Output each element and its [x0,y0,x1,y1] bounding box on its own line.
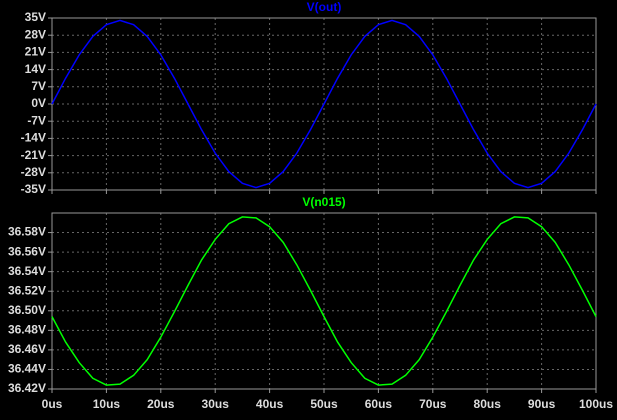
y-tick-label: 7V [31,79,46,93]
y-tick-label: -14V [21,131,46,145]
y-tick-label: 36.46V [8,342,46,356]
y-tick-label: 36.56V [8,244,46,258]
y-tick-label: 36.50V [8,303,46,317]
y-tick-label: 36.52V [8,283,46,297]
x-tick-label: 60us [365,397,393,411]
x-tick-label: 50us [310,397,338,411]
x-tick-label: 30us [202,397,230,411]
y-tick-label: 36.48V [8,323,46,337]
x-tick-label: 20us [147,397,175,411]
series-line [51,216,597,386]
y-tick-label: 28V [25,27,46,41]
y-tick-label: -35V [21,182,46,196]
y-tick-label: -21V [21,148,46,162]
x-tick-label: 0us [42,397,63,411]
x-tick-label: 80us [474,397,502,411]
y-tick-label: 36.42V [8,381,46,395]
x-tick-label: 40us [256,397,284,411]
series-line [51,19,597,189]
y-tick-label: 36.44V [8,362,46,376]
y-tick-label: 21V [25,45,46,59]
y-tick-label: 0V [31,96,46,110]
x-tick-label: 70us [419,397,447,411]
plot-frame [51,212,597,390]
series-label: V(out) [307,0,342,14]
x-tick-label: 10us [93,397,121,411]
y-tick-label: -7V [27,113,46,127]
x-tick-label: 100us [579,397,613,411]
y-tick-label: 36.58V [8,225,46,239]
series-label: V(n015) [302,195,345,209]
y-tick-label: 35V [25,10,46,24]
x-tick-label: 90us [528,397,556,411]
y-tick-label: 36.54V [8,264,46,278]
y-tick-label: 14V [25,62,46,76]
y-tick-label: -28V [21,165,46,179]
